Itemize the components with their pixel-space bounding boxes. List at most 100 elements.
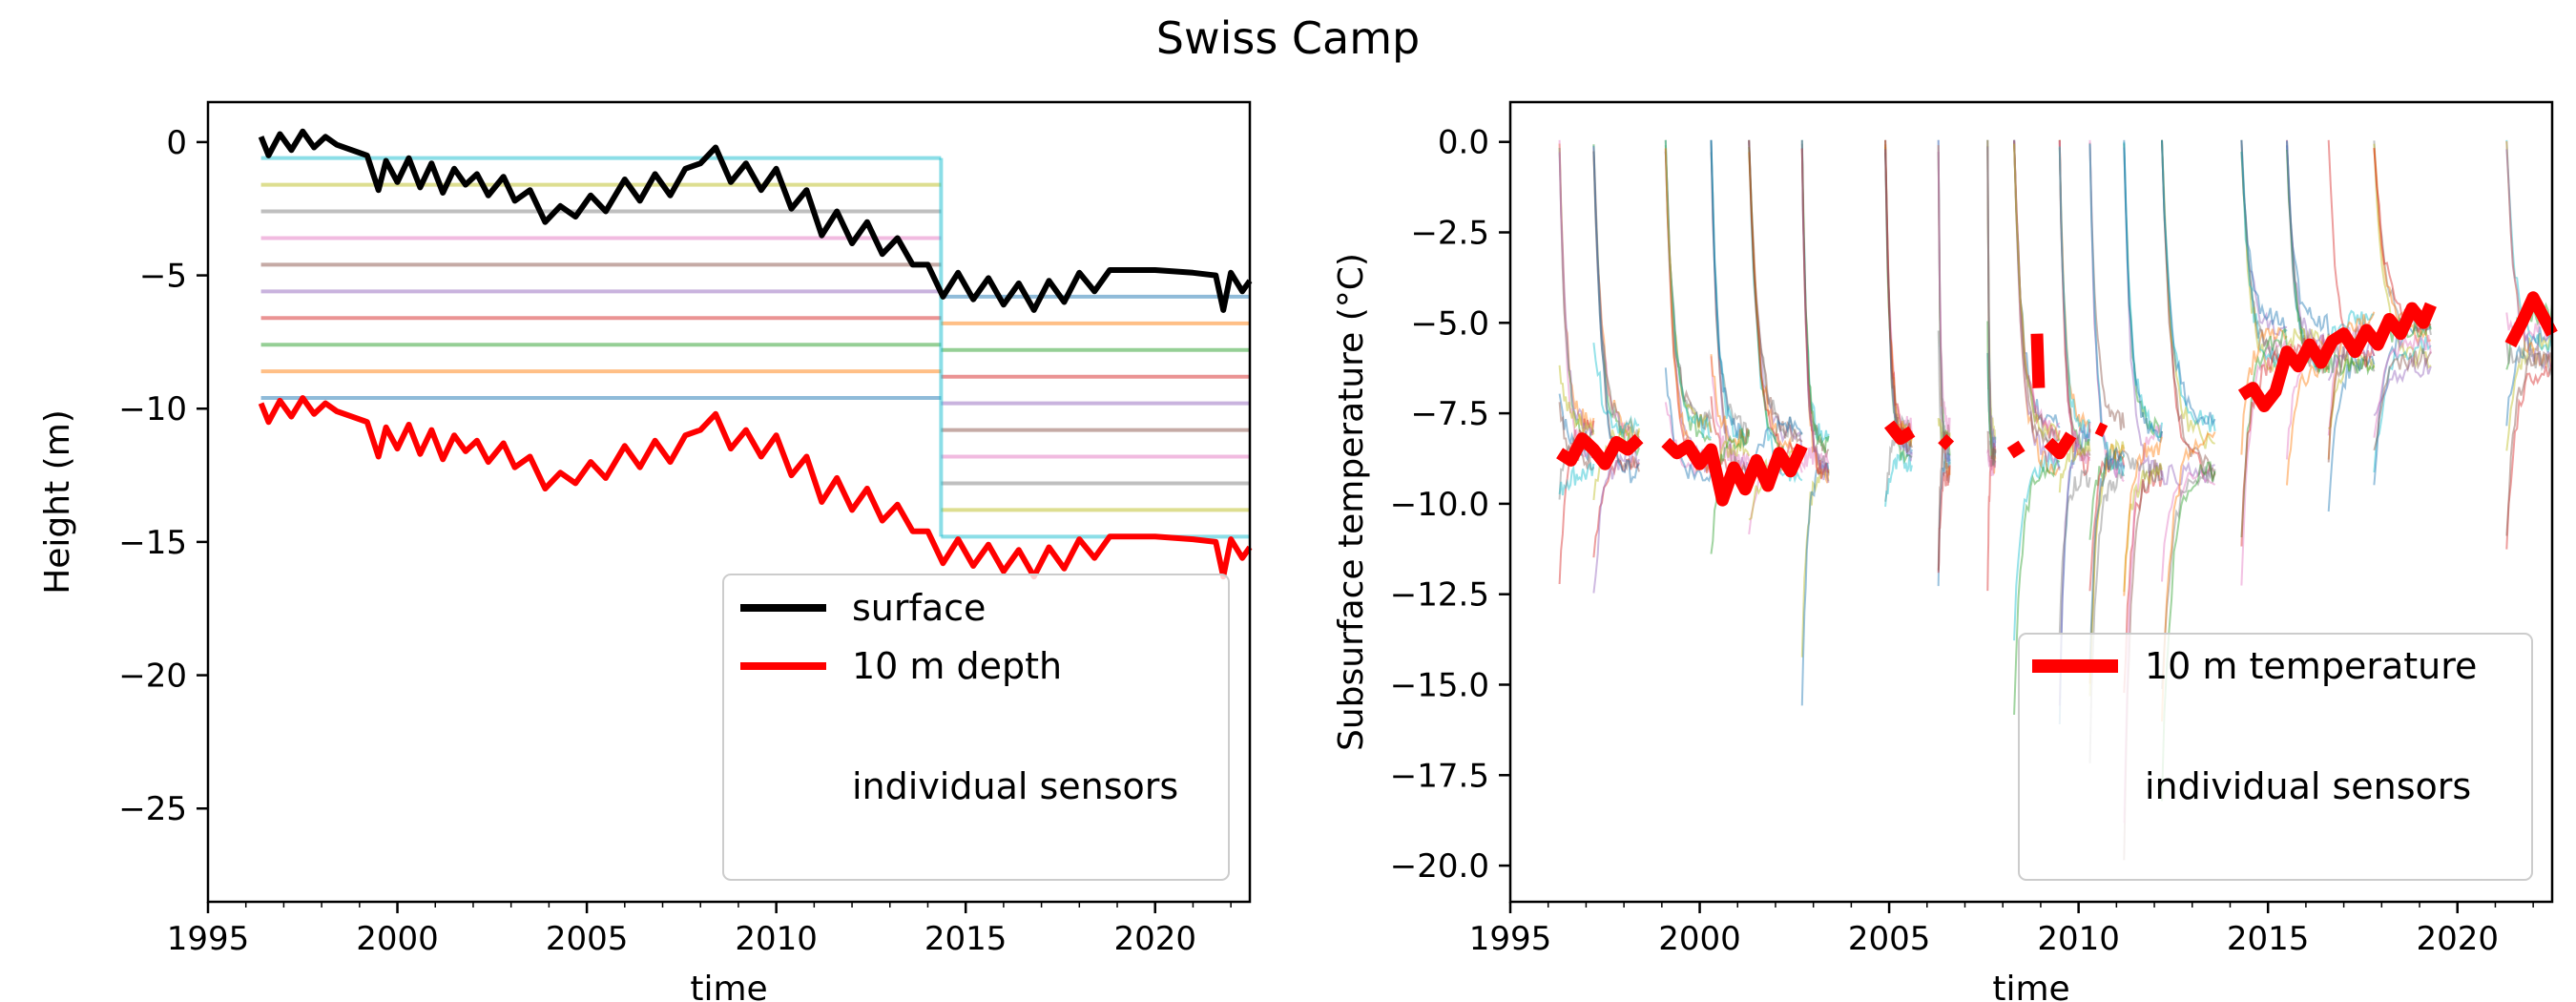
series-line-surface — [258, 128, 1253, 313]
sensor-temperature-trace — [1986, 443, 1997, 592]
sensor-temperature-trace — [1558, 139, 1595, 458]
sensor-temperature-trace — [1986, 430, 1997, 468]
sensor-temperature-trace — [1592, 446, 1640, 594]
sensor-temperature-trace — [1986, 146, 1997, 449]
sensor-temperature-trace — [2123, 147, 2163, 481]
sensor-temperature-trace — [2240, 139, 2288, 334]
sensor-temperature-trace — [2013, 459, 2061, 716]
sensor-depth-lines — [260, 156, 1250, 539]
sensor-temperature-trace — [1800, 139, 1830, 444]
temperature-series — [1556, 291, 2558, 507]
sensor-temperature-trace — [1664, 151, 1713, 433]
sensor-temperature-trace — [1592, 455, 1640, 558]
sensor-temperature-trace — [1937, 151, 1951, 432]
sensor-temperature-trace — [2123, 449, 2163, 484]
sensor-temperature-trace — [2123, 143, 2163, 439]
sensor-temperature-trace — [2373, 140, 2432, 336]
sensor-temperature-trace — [2286, 352, 2330, 486]
sensor-temperature-trace — [2058, 139, 2091, 462]
sensor-temperature-trace — [1986, 139, 1997, 458]
series-line-10m-temperature — [1556, 432, 1644, 470]
sensor-temperature-trace — [2505, 332, 2553, 451]
x-tick-label: 2020 — [1113, 920, 1196, 958]
sensor-temperature-trace — [1710, 354, 1751, 449]
sensor-temperature-trace — [1800, 139, 1830, 484]
height-legend: surface 10 m depth individual sensors — [722, 574, 1230, 881]
sensor-temperature-trace — [2240, 152, 2288, 337]
x-tick-label: 2000 — [356, 920, 439, 958]
sensor-temperature-trace — [1664, 139, 1713, 428]
sensor-temperature-trace — [1748, 416, 1803, 472]
sensor-temperature-trace — [2240, 327, 2288, 538]
series-line-10m-temperature — [2504, 291, 2558, 348]
sensor-temperature-trace — [2058, 470, 2091, 635]
y-tick-label: −5 — [139, 258, 187, 296]
series-line-10m-temperature — [2006, 440, 2025, 459]
sensor-temperature-trace — [2013, 451, 2061, 641]
sensor-temperature-trace — [2373, 147, 2432, 346]
legend-label-10m-depth: 10 m depth — [852, 645, 1062, 687]
sensor-temperature-trace — [1558, 365, 1595, 435]
x-tick-label: 2005 — [546, 920, 629, 958]
sensor-temperature-trace — [2161, 463, 2216, 689]
x-tick-label: 2010 — [2037, 920, 2120, 958]
sensor-temperature-trace — [2088, 447, 2126, 664]
x-tick-label: 2020 — [2416, 920, 2499, 958]
sensor-temperature-trace — [1664, 139, 1713, 432]
sensor-temperature-trace — [1592, 342, 1640, 437]
sensor-temperature-trace — [2013, 139, 2061, 470]
sensor-temperature-trace — [2013, 139, 2061, 443]
sensor-temperature-trace — [1937, 418, 1951, 448]
sensor-temperature-trace — [2123, 436, 2163, 596]
sensor-temperature-trace — [1710, 139, 1751, 475]
sensor-temperature-trace — [2088, 143, 2126, 476]
series-line-10m-temperature — [1938, 433, 1955, 450]
sensor-temperature-trace — [2088, 438, 2126, 697]
sensor-temperature-trace — [2161, 463, 2216, 582]
sensor-temperature-trace — [2505, 326, 2553, 427]
sensor-temperature-trace — [1748, 141, 1803, 450]
sensor-temperature-trace — [1558, 462, 1595, 496]
sensor-temperature-trace — [1937, 152, 1951, 456]
y-tick-label: −7.5 — [1410, 395, 1489, 433]
temperature-legend-box — [2018, 633, 2533, 881]
y-tick-label: −5.0 — [1410, 304, 1489, 343]
sensor-temperature-trace — [2161, 461, 2216, 802]
sensor-temperature-trace — [2088, 139, 2125, 483]
sensor-temperature-trace — [2058, 147, 2090, 456]
sensor-temperature-trace — [1664, 367, 1713, 483]
legend-label-10m-temperature: 10 m temperature — [2145, 645, 2477, 687]
sensor-temperature-trace — [1558, 143, 1595, 429]
sensor-temperature-trace — [2058, 139, 2091, 477]
sensor-temperature-trace — [2505, 350, 2553, 536]
sensor-temperature-trace — [2373, 143, 2432, 370]
sensor-temperature-trace — [2505, 149, 2553, 370]
sensor-temperature-trace — [2327, 352, 2376, 377]
sensor-temperature-trace — [2088, 450, 2126, 592]
sensor-temperature-trace — [2286, 334, 2330, 362]
figure-suptitle: Swiss Camp — [1156, 12, 1420, 64]
sensor-temperature-trace — [2058, 421, 2091, 706]
sensor-temperature-trace — [1710, 152, 1750, 438]
temperature-y-axis-label: Subsurface temperature (°C) — [1332, 253, 1371, 751]
sensor-temperature-trace — [2286, 325, 2330, 350]
series-line-10m-temperature — [2237, 302, 2437, 412]
sensor-temperature-trace — [2013, 142, 2061, 476]
height-x-ticks: 1995 2000 2005 2010 2015 2020 — [167, 902, 1232, 958]
sensor-temperature-trace — [1800, 462, 1830, 706]
y-tick-label: 0.0 — [1438, 124, 1489, 162]
sensor-temperature-trace — [2373, 325, 2432, 486]
sensor-temperature-trace — [1710, 139, 1751, 449]
sensor-temperature-trace — [1748, 139, 1803, 443]
sensor-temperature-trace — [2088, 142, 2126, 430]
sensor-temperature-trace — [1664, 145, 1712, 444]
sensor-temperature-trace — [2327, 349, 2376, 430]
sensor-temperature-trace — [1800, 143, 1830, 458]
sensor-temperature-trace — [1800, 147, 1830, 476]
sensor-temperature-trace — [2088, 143, 2126, 478]
x-tick-label: 2005 — [1848, 920, 1931, 958]
sensor-temperature-trace — [2505, 341, 2553, 377]
series-line-10m-temperature — [1883, 420, 1916, 446]
sensor-temperature-trace — [1884, 450, 1913, 508]
y-tick-label: −12.5 — [1390, 576, 1489, 615]
